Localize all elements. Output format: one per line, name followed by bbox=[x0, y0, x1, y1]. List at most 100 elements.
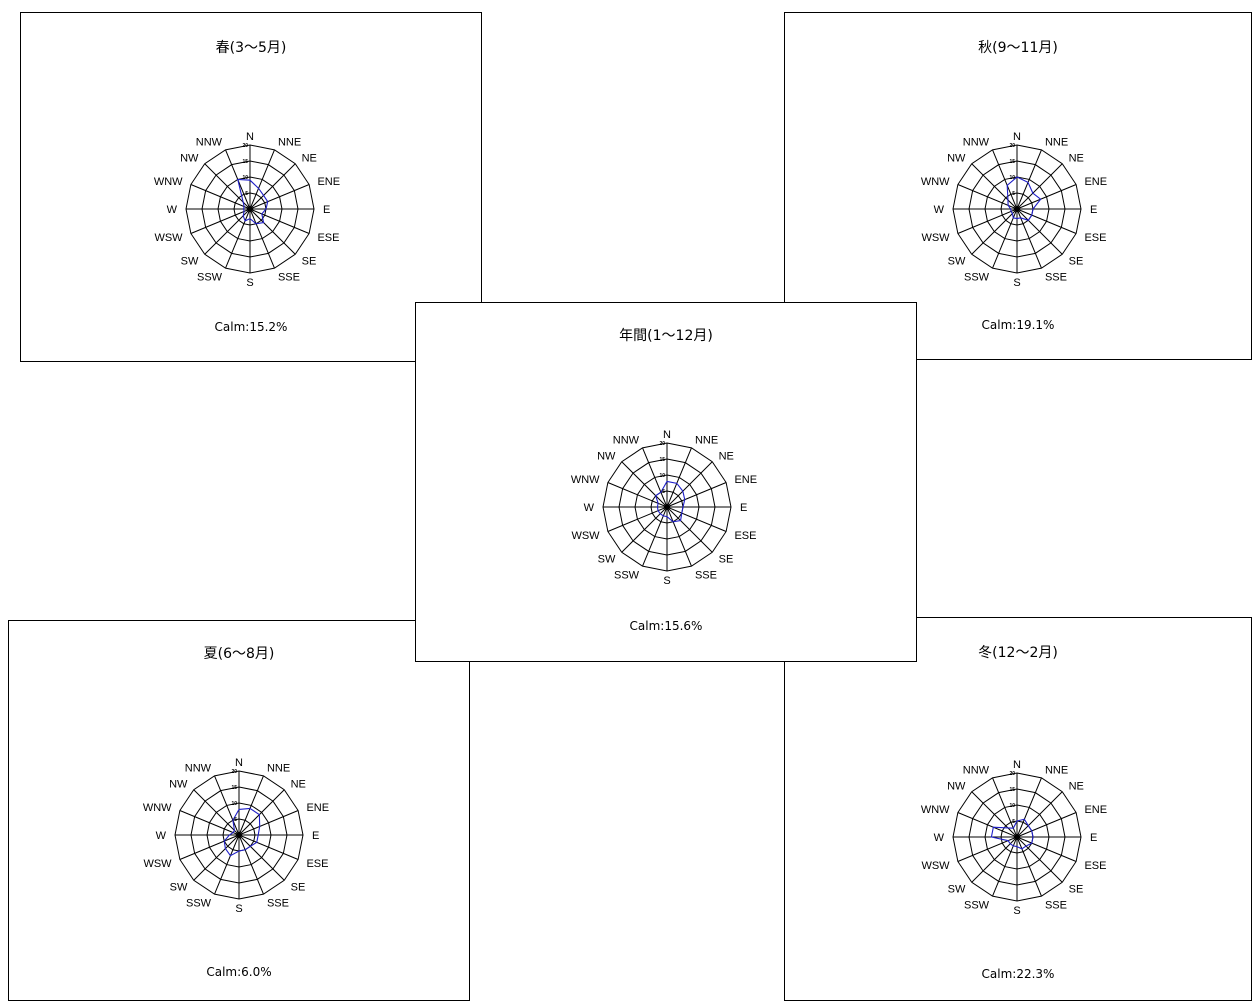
ring-label: 5 bbox=[245, 191, 248, 197]
ring-label: 10 bbox=[659, 473, 665, 479]
direction-label: NNE bbox=[1045, 137, 1068, 149]
direction-label: WNW bbox=[143, 802, 172, 814]
grid-spoke bbox=[957, 836, 1018, 862]
grid-spoke bbox=[642, 506, 668, 567]
direction-label: WSW bbox=[154, 232, 183, 244]
direction-label: ESE bbox=[317, 232, 339, 244]
grid-spoke bbox=[666, 506, 713, 553]
ring-label: 20 bbox=[659, 441, 665, 447]
direction-label: W bbox=[167, 204, 178, 216]
direction-label: NNE bbox=[1045, 765, 1068, 777]
grid-spoke bbox=[1016, 208, 1077, 234]
ring-label: 20 bbox=[231, 769, 237, 775]
direction-label: ESE bbox=[306, 858, 328, 870]
center-dot bbox=[247, 206, 253, 212]
direction-label: ESE bbox=[1084, 232, 1106, 244]
ring-label: 20 bbox=[1009, 143, 1015, 149]
chart-title: 秋(9～11月) bbox=[978, 40, 1058, 56]
grid-spoke bbox=[214, 834, 240, 895]
grid-spoke bbox=[1016, 836, 1063, 883]
direction-label: SSW bbox=[964, 899, 990, 911]
direction-label: WSW bbox=[921, 232, 950, 244]
ring-label: 20 bbox=[242, 143, 248, 149]
grid-spoke bbox=[179, 834, 240, 860]
direction-label: SE bbox=[1069, 884, 1084, 896]
direction-label: SSE bbox=[1045, 899, 1067, 911]
grid-spoke bbox=[666, 482, 727, 508]
direction-label: WSW bbox=[921, 860, 950, 872]
ring-label: 5 bbox=[1012, 819, 1015, 825]
grid-spoke bbox=[1016, 163, 1063, 210]
grid-spoke bbox=[238, 834, 285, 881]
chart-title: 冬(12～2月) bbox=[978, 645, 1058, 661]
grid-spoke bbox=[1016, 777, 1042, 838]
grid-spoke bbox=[179, 810, 240, 836]
grid-spoke bbox=[666, 506, 692, 567]
grid-spoke bbox=[992, 777, 1018, 838]
grid-spoke bbox=[238, 789, 285, 836]
direction-label: E bbox=[1090, 832, 1097, 844]
grid-spoke bbox=[238, 810, 299, 836]
grid-spoke bbox=[971, 208, 1018, 255]
direction-label: N bbox=[1013, 759, 1021, 771]
grid-spoke bbox=[1016, 836, 1042, 897]
direction-label: W bbox=[156, 830, 167, 842]
grid-spoke bbox=[607, 506, 668, 532]
ring-label: 20 bbox=[1009, 771, 1015, 777]
grid-spoke bbox=[249, 208, 296, 255]
direction-label: E bbox=[312, 830, 319, 842]
grid-spoke bbox=[957, 812, 1018, 838]
panel-summer: 夏(6～8月) 5 10 15 20 N NNE NE ENE E ESE SE SSE S SSW SW W… bbox=[8, 620, 470, 1001]
center-dot bbox=[1014, 834, 1020, 840]
grid-spoke bbox=[971, 163, 1018, 210]
direction-label: WNW bbox=[154, 176, 183, 188]
direction-label: NE bbox=[291, 778, 306, 790]
grid-spoke bbox=[249, 208, 310, 234]
ring-label: 10 bbox=[231, 801, 237, 807]
direction-label: SSW bbox=[197, 271, 223, 283]
ring-label: 5 bbox=[1012, 191, 1015, 197]
direction-label: NE bbox=[719, 450, 734, 462]
direction-label: W bbox=[934, 832, 945, 844]
data-series bbox=[223, 807, 261, 857]
direction-label: N bbox=[1013, 131, 1021, 143]
data-series bbox=[1006, 176, 1042, 221]
grid-spoke bbox=[1016, 836, 1077, 862]
grid-spoke bbox=[193, 834, 240, 881]
grid-spoke bbox=[249, 208, 275, 269]
ring-label: 15 bbox=[1009, 787, 1015, 793]
direction-label: NE bbox=[1069, 152, 1084, 164]
ring-label: 10 bbox=[1009, 175, 1015, 181]
grid-spoke bbox=[992, 836, 1018, 897]
center-dot bbox=[664, 504, 670, 510]
grid-spoke bbox=[225, 208, 251, 269]
direction-label: SE bbox=[291, 882, 306, 894]
grid-spoke bbox=[621, 461, 668, 508]
grid-spoke bbox=[1016, 184, 1077, 210]
direction-label: ENE bbox=[306, 802, 329, 814]
direction-label: ENE bbox=[317, 176, 340, 188]
grid-spoke bbox=[621, 506, 668, 553]
center-dot bbox=[1014, 206, 1020, 212]
grid-spoke bbox=[1016, 208, 1063, 255]
chart-title: 年間(1～12月) bbox=[619, 328, 713, 344]
data-series bbox=[655, 480, 686, 523]
direction-label: N bbox=[235, 757, 243, 769]
direction-label: NNW bbox=[196, 137, 223, 149]
direction-label: S bbox=[1013, 905, 1020, 917]
direction-label: SSW bbox=[614, 569, 640, 581]
calm-label: Calm:15.6% bbox=[629, 619, 703, 633]
direction-label: SW bbox=[170, 882, 188, 894]
grid-spoke bbox=[992, 149, 1018, 210]
direction-label: NNW bbox=[613, 435, 640, 447]
data-series bbox=[237, 178, 269, 225]
grid-spoke bbox=[992, 208, 1018, 269]
direction-label: SSE bbox=[1045, 271, 1067, 283]
direction-label: NE bbox=[1069, 780, 1084, 792]
grid-spoke bbox=[190, 184, 251, 210]
direction-label: ESE bbox=[1084, 860, 1106, 872]
ring-label: 5 bbox=[662, 489, 665, 495]
direction-label: SW bbox=[948, 256, 966, 268]
direction-label: NE bbox=[302, 152, 317, 164]
direction-label: WSW bbox=[571, 530, 600, 542]
